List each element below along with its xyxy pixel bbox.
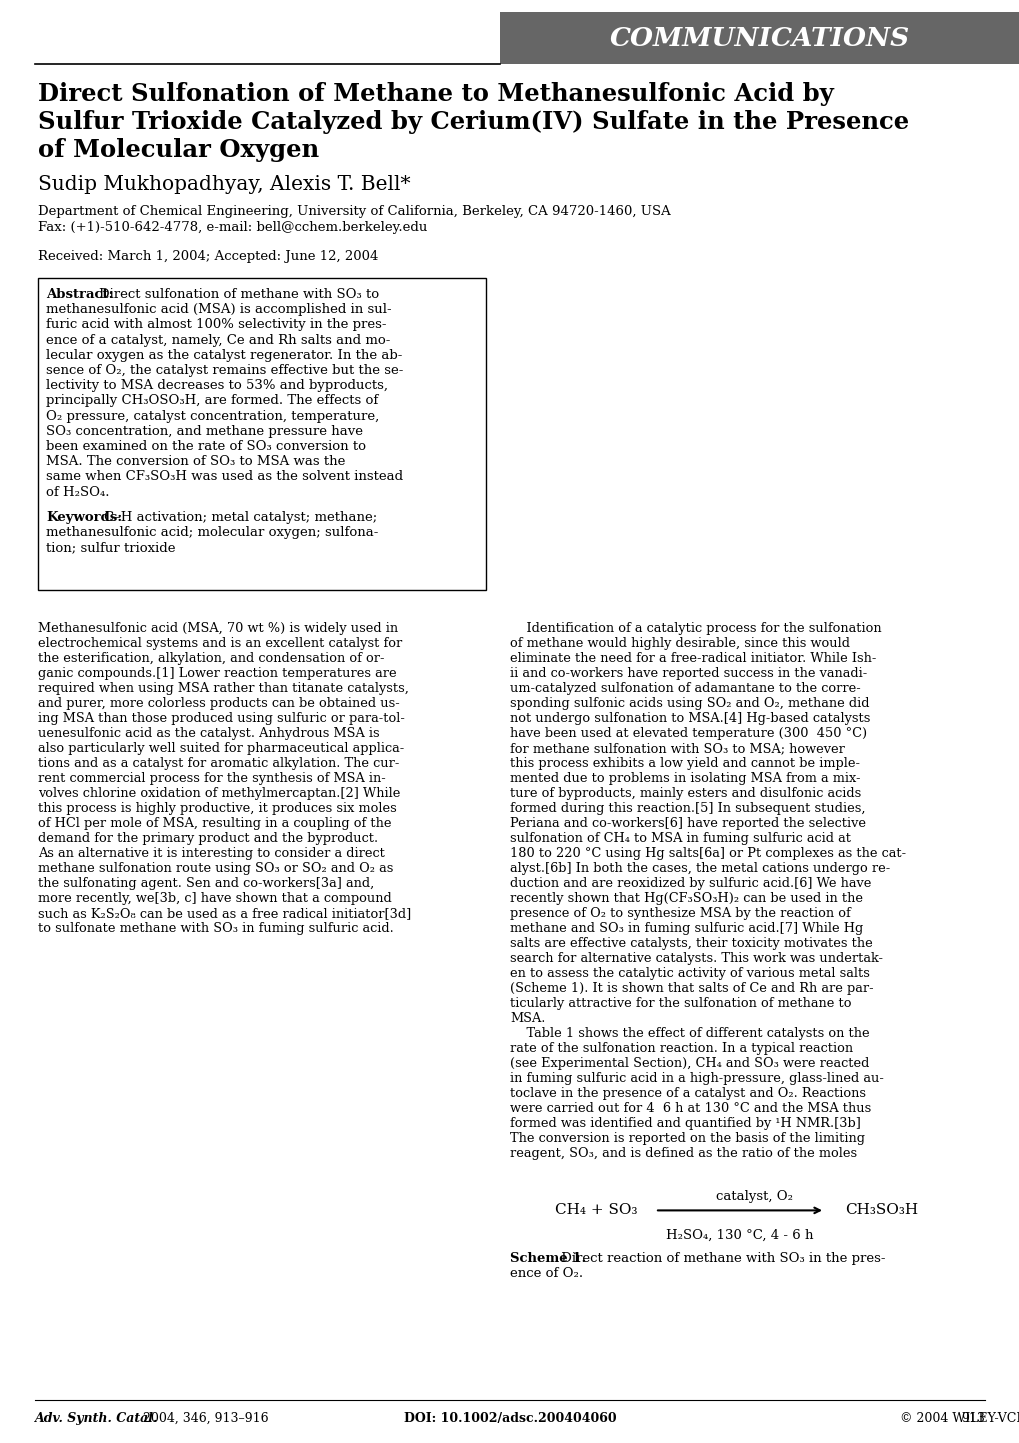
Text: methane and SO₃ in fuming sulfuric acid.[7] While Hg: methane and SO₃ in fuming sulfuric acid.… <box>510 922 862 935</box>
Text: methane sulfonation route using SO₃ or SO₂ and O₂ as: methane sulfonation route using SO₃ or S… <box>38 863 393 876</box>
Text: electrochemical systems and is an excellent catalyst for: electrochemical systems and is an excell… <box>38 638 401 651</box>
Text: Department of Chemical Engineering, University of California, Berkeley, CA 94720: Department of Chemical Engineering, Univ… <box>38 205 671 218</box>
Text: required when using MSA rather than titanate catalysts,: required when using MSA rather than tita… <box>38 683 409 696</box>
Text: to sulfonate methane with SO₃ in fuming sulfuric acid.: to sulfonate methane with SO₃ in fuming … <box>38 922 393 935</box>
Text: formed was identified and quantified by ¹H NMR.[3b]: formed was identified and quantified by … <box>510 1117 860 1130</box>
Text: eliminate the need for a free-radical initiator. While Ish-: eliminate the need for a free-radical in… <box>510 652 875 665</box>
Text: salts are effective catalysts, their toxicity motivates the: salts are effective catalysts, their tox… <box>510 938 872 951</box>
Text: reagent, SO₃, and is defined as the ratio of the moles: reagent, SO₃, and is defined as the rati… <box>510 1147 856 1160</box>
Text: © 2004 WILEY-VCH Verlag GmbH & Co. KGaA, Weinheim: © 2004 WILEY-VCH Verlag GmbH & Co. KGaA,… <box>899 1413 1019 1426</box>
Text: Fax: (+1)-510-642-4778, e-mail: bell@cchem.berkeley.edu: Fax: (+1)-510-642-4778, e-mail: bell@cch… <box>38 221 427 234</box>
Text: of HCl per mole of MSA, resulting in a coupling of the: of HCl per mole of MSA, resulting in a c… <box>38 817 391 830</box>
Text: 180 to 220 °C using Hg salts[6a] or Pt complexes as the cat-: 180 to 220 °C using Hg salts[6a] or Pt c… <box>510 847 905 860</box>
Text: um-catalyzed sulfonation of adamantane to the corre-: um-catalyzed sulfonation of adamantane t… <box>510 683 860 696</box>
Text: Sulfur Trioxide Catalyzed by Cerium(IV) Sulfate in the Presence: Sulfur Trioxide Catalyzed by Cerium(IV) … <box>38 110 908 134</box>
Text: of H₂SO₄.: of H₂SO₄. <box>46 486 109 499</box>
Text: of Molecular Oxygen: of Molecular Oxygen <box>38 139 319 162</box>
Text: Keywords:: Keywords: <box>46 511 122 524</box>
Text: sence of O₂, the catalyst remains effective but the se-: sence of O₂, the catalyst remains effect… <box>46 364 403 377</box>
Text: rent commercial process for the synthesis of MSA in-: rent commercial process for the synthesi… <box>38 772 385 785</box>
Text: this process exhibits a low yield and cannot be imple-: this process exhibits a low yield and ca… <box>510 758 859 771</box>
Text: Methanesulfonic acid (MSA, 70 wt %) is widely used in: Methanesulfonic acid (MSA, 70 wt %) is w… <box>38 622 397 635</box>
Text: Direct reaction of methane with SO₃ in the pres-: Direct reaction of methane with SO₃ in t… <box>556 1253 884 1266</box>
Text: have been used at elevated temperature (300  450 °C): have been used at elevated temperature (… <box>510 727 866 740</box>
Text: for methane sulfonation with SO₃ to MSA; however: for methane sulfonation with SO₃ to MSA;… <box>510 742 844 755</box>
Text: MSA.: MSA. <box>510 1013 545 1026</box>
Text: and purer, more colorless products can be obtained us-: and purer, more colorless products can b… <box>38 697 399 710</box>
Text: ticularly attractive for the sulfonation of methane to: ticularly attractive for the sulfonation… <box>510 997 851 1010</box>
Text: principally CH₃OSO₃H, are formed. The effects of: principally CH₃OSO₃H, are formed. The ef… <box>46 394 378 407</box>
Text: in fuming sulfuric acid in a high-pressure, glass-lined au-: in fuming sulfuric acid in a high-pressu… <box>510 1072 883 1085</box>
Text: ganic compounds.[1] Lower reaction temperatures are: ganic compounds.[1] Lower reaction tempe… <box>38 668 396 681</box>
Text: more recently, we[3b, c] have shown that a compound: more recently, we[3b, c] have shown that… <box>38 892 391 905</box>
Text: same when CF₃SO₃H was used as the solvent instead: same when CF₃SO₃H was used as the solven… <box>46 470 403 483</box>
Text: this process is highly productive, it produces six moles: this process is highly productive, it pr… <box>38 802 396 815</box>
Text: Received: March 1, 2004; Accepted: June 12, 2004: Received: March 1, 2004; Accepted: June … <box>38 250 378 263</box>
Text: SO₃ concentration, and methane pressure have: SO₃ concentration, and methane pressure … <box>46 424 363 437</box>
Bar <box>38 278 485 590</box>
Text: As an alternative it is interesting to consider a direct: As an alternative it is interesting to c… <box>38 847 384 860</box>
Text: Direct Sulfonation of Methane to Methanesulfonic Acid by: Direct Sulfonation of Methane to Methane… <box>38 82 833 105</box>
Text: lectivity to MSA decreases to 53% and byproducts,: lectivity to MSA decreases to 53% and by… <box>46 380 387 392</box>
Text: the sulfonating agent. Sen and co-workers[3a] and,: the sulfonating agent. Sen and co-worker… <box>38 877 374 890</box>
Text: toclave in the presence of a catalyst and O₂. Reactions: toclave in the presence of a catalyst an… <box>510 1088 865 1101</box>
Text: been examined on the rate of SO₃ conversion to: been examined on the rate of SO₃ convers… <box>46 440 366 453</box>
Text: formed during this reaction.[5] In subsequent studies,: formed during this reaction.[5] In subse… <box>510 802 865 815</box>
Text: Scheme 1.: Scheme 1. <box>510 1253 586 1266</box>
Text: also particularly well suited for pharmaceutical applica-: also particularly well suited for pharma… <box>38 742 404 755</box>
Text: Abstract:: Abstract: <box>46 289 113 302</box>
Text: C–H activation; metal catalyst; methane;: C–H activation; metal catalyst; methane; <box>104 511 377 524</box>
Text: COMMUNICATIONS: COMMUNICATIONS <box>609 26 909 51</box>
Text: uenesulfonic acid as the catalyst. Anhydrous MSA is: uenesulfonic acid as the catalyst. Anhyd… <box>38 727 379 740</box>
Text: catalyst, O₂: catalyst, O₂ <box>715 1190 793 1203</box>
Text: H₂SO₄, 130 °C, 4 - 6 h: H₂SO₄, 130 °C, 4 - 6 h <box>665 1228 813 1241</box>
Text: ii and co-workers have reported success in the vanadi-: ii and co-workers have reported success … <box>510 668 866 681</box>
Text: DOI: 10.1002/adsc.200404060: DOI: 10.1002/adsc.200404060 <box>404 1413 615 1426</box>
Text: volves chlorine oxidation of methylmercaptan.[2] While: volves chlorine oxidation of methylmerca… <box>38 788 400 801</box>
Text: sulfonation of CH₄ to MSA in fuming sulfuric acid at: sulfonation of CH₄ to MSA in fuming sulf… <box>510 833 850 846</box>
Text: Direct sulfonation of methane with SO₃ to: Direct sulfonation of methane with SO₃ t… <box>99 289 379 302</box>
Text: recently shown that Hg(CF₃SO₃H)₂ can be used in the: recently shown that Hg(CF₃SO₃H)₂ can be … <box>510 892 862 905</box>
Text: Adv. Synth. Catal.: Adv. Synth. Catal. <box>35 1413 158 1426</box>
Text: ture of byproducts, mainly esters and disulfonic acids: ture of byproducts, mainly esters and di… <box>510 788 860 801</box>
Text: (see Experimental Section), CH₄ and SO₃ were reacted: (see Experimental Section), CH₄ and SO₃ … <box>510 1058 868 1071</box>
Text: CH₃SO₃H: CH₃SO₃H <box>844 1203 917 1218</box>
Text: 913: 913 <box>960 1413 984 1426</box>
Text: such as K₂S₂O₈ can be used as a free radical initiator[3d]: such as K₂S₂O₈ can be used as a free rad… <box>38 908 411 921</box>
Text: O₂ pressure, catalyst concentration, temperature,: O₂ pressure, catalyst concentration, tem… <box>46 410 379 423</box>
Text: tions and as a catalyst for aromatic alkylation. The cur-: tions and as a catalyst for aromatic alk… <box>38 758 399 771</box>
Text: furic acid with almost 100% selectivity in the pres-: furic acid with almost 100% selectivity … <box>46 319 386 332</box>
Text: alyst.[6b] In both the cases, the metal cations undergo re-: alyst.[6b] In both the cases, the metal … <box>510 863 890 876</box>
Text: Periana and co-workers[6] have reported the selective: Periana and co-workers[6] have reported … <box>510 817 865 830</box>
Text: Sudip Mukhopadhyay, Alexis T. Bell*: Sudip Mukhopadhyay, Alexis T. Bell* <box>38 175 410 193</box>
Text: (Scheme 1). It is shown that salts of Ce and Rh are par-: (Scheme 1). It is shown that salts of Ce… <box>510 983 872 996</box>
Text: duction and are reoxidized by sulfuric acid.[6] We have: duction and are reoxidized by sulfuric a… <box>510 877 870 890</box>
Text: not undergo sulfonation to MSA.[4] Hg-based catalysts: not undergo sulfonation to MSA.[4] Hg-ba… <box>510 713 869 726</box>
Text: ence of O₂.: ence of O₂. <box>510 1267 583 1280</box>
Text: methanesulfonic acid; molecular oxygen; sulfona-: methanesulfonic acid; molecular oxygen; … <box>46 527 378 540</box>
Text: the esterification, alkylation, and condensation of or-: the esterification, alkylation, and cond… <box>38 652 384 665</box>
Text: 2004, 346, 913–916: 2004, 346, 913–916 <box>139 1413 268 1426</box>
Text: rate of the sulfonation reaction. In a typical reaction: rate of the sulfonation reaction. In a t… <box>510 1042 852 1055</box>
Text: CH₄ + SO₃: CH₄ + SO₃ <box>554 1203 637 1218</box>
Text: sponding sulfonic acids using SO₂ and O₂, methane did: sponding sulfonic acids using SO₂ and O₂… <box>510 697 868 710</box>
Text: were carried out for 4  6 h at 130 °C and the MSA thus: were carried out for 4 6 h at 130 °C and… <box>510 1102 870 1115</box>
Text: The conversion is reported on the basis of the limiting: The conversion is reported on the basis … <box>510 1133 864 1146</box>
Text: search for alternative catalysts. This work was undertak-: search for alternative catalysts. This w… <box>510 952 882 965</box>
Text: Identification of a catalytic process for the sulfonation: Identification of a catalytic process fo… <box>510 622 880 635</box>
Text: MSA. The conversion of SO₃ to MSA was the: MSA. The conversion of SO₃ to MSA was th… <box>46 455 345 468</box>
Text: mented due to problems in isolating MSA from a mix-: mented due to problems in isolating MSA … <box>510 772 860 785</box>
Text: tion; sulfur trioxide: tion; sulfur trioxide <box>46 541 175 554</box>
Text: ence of a catalyst, namely, Ce and Rh salts and mo-: ence of a catalyst, namely, Ce and Rh sa… <box>46 333 390 346</box>
Text: methanesulfonic acid (MSA) is accomplished in sul-: methanesulfonic acid (MSA) is accomplish… <box>46 303 391 316</box>
Text: presence of O₂ to synthesize MSA by the reaction of: presence of O₂ to synthesize MSA by the … <box>510 908 850 921</box>
Text: en to assess the catalytic activity of various metal salts: en to assess the catalytic activity of v… <box>510 967 869 980</box>
Bar <box>499 12 1019 63</box>
Text: lecular oxygen as the catalyst regenerator. In the ab-: lecular oxygen as the catalyst regenerat… <box>46 349 401 362</box>
Text: ing MSA than those produced using sulfuric or para-tol-: ing MSA than those produced using sulfur… <box>38 713 405 726</box>
Text: demand for the primary product and the byproduct.: demand for the primary product and the b… <box>38 833 378 846</box>
Text: of methane would highly desirable, since this would: of methane would highly desirable, since… <box>510 638 849 651</box>
Text: Table 1 shows the effect of different catalysts on the: Table 1 shows the effect of different ca… <box>510 1027 869 1040</box>
